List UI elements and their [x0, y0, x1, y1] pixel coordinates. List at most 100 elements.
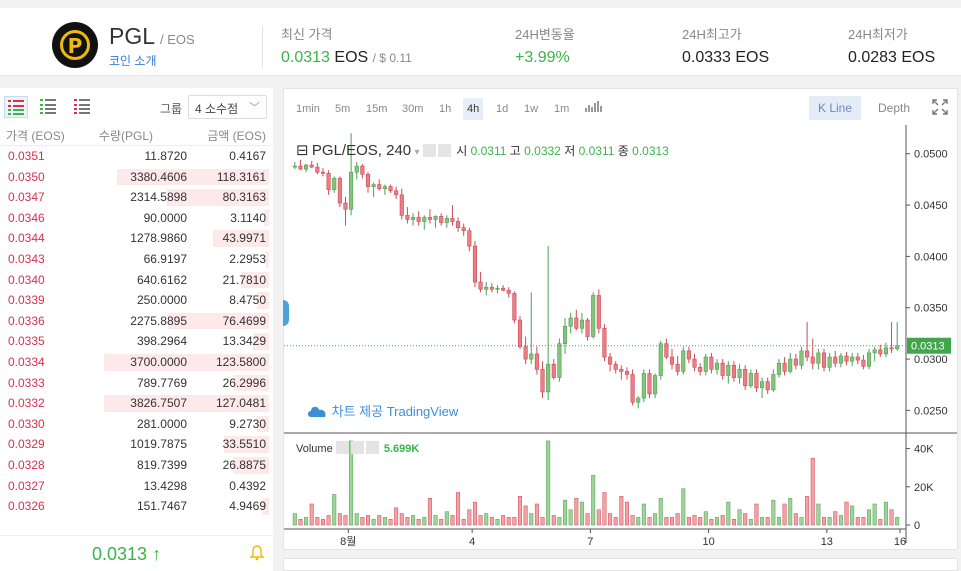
orderbook-row[interactable]: 0.0329 1019.7875 33.5510 — [0, 434, 273, 455]
symbol-dropdown-icon[interactable]: ▾ — [414, 147, 420, 158]
orderbook-row[interactable]: 0.0343 66.9197 2.2953 — [0, 249, 273, 270]
volume-bar — [850, 505, 855, 526]
timeframe-1w[interactable]: 1w — [524, 103, 539, 115]
timeframe-1h[interactable]: 1h — [439, 103, 452, 115]
row-price: 0.0339 — [8, 293, 45, 308]
row-qty: 90.0000 — [143, 210, 187, 225]
ohlc-open-label: 시 — [456, 144, 468, 158]
volume-bar — [624, 501, 629, 526]
volume-bar — [715, 517, 720, 526]
candle-body — [388, 186, 393, 192]
row-amount: 26.2996 — [222, 375, 266, 390]
candle-body — [855, 356, 860, 361]
row-qty: 66.9197 — [143, 251, 187, 266]
volume-bar — [529, 513, 534, 526]
orderbook-row[interactable]: 0.0347 2314.5898 80.3163 — [0, 187, 273, 208]
volume-bar — [827, 517, 832, 526]
eye-icon[interactable] — [437, 144, 451, 157]
timeframe-4h[interactable]: 4h — [463, 98, 484, 120]
timeframe-15m[interactable]: 15m — [366, 103, 388, 115]
volume-bar — [304, 517, 309, 526]
volume-bar — [596, 509, 601, 526]
volume-bar — [484, 513, 489, 526]
row-amount: 4.9469 — [229, 499, 266, 514]
volume-close-icon[interactable] — [365, 441, 379, 454]
high-value: 0.0333 EOS — [682, 49, 770, 66]
row-qty: 789.7769 — [136, 375, 187, 390]
candle-body — [365, 173, 371, 187]
volume-bar — [698, 517, 703, 526]
candle-body — [630, 374, 635, 403]
orderbook-row[interactable]: 0.0336 2275.8895 76.4699 — [0, 311, 273, 332]
depth-button[interactable]: Depth — [878, 101, 911, 115]
orderbook-row[interactable]: 0.0330 281.0000 9.2730 — [0, 414, 273, 435]
side-panel-handle[interactable] — [283, 300, 289, 326]
candle-body — [304, 164, 309, 170]
orderbook-row[interactable]: 0.0340 640.6162 21.7810 — [0, 270, 273, 291]
row-price: 0.0329 — [8, 437, 45, 452]
orderbook-toolbar: 그룹 4 소수점 ﹀ — [0, 88, 273, 126]
coin-intro-link[interactable]: 코인 소개 — [109, 54, 157, 68]
orderbook-row[interactable]: 0.0332 3826.7507 127.0481 — [0, 393, 273, 414]
candle-body — [517, 319, 523, 348]
candle-body — [743, 369, 748, 387]
group-precision-select[interactable]: 4 소수점 ﹀ — [188, 95, 267, 119]
orderbook-row[interactable]: 0.0326 151.7467 4.9469 — [0, 496, 273, 517]
timeframe-1d[interactable]: 1d — [496, 103, 509, 115]
timeframe-1min[interactable]: 1min — [296, 103, 320, 115]
time-tick-label: 10 — [702, 536, 714, 548]
candlestick-chart[interactable]: 0.0500 0.0450 0.0400 0.0350 0.0300 0.0250 40K 2… — [284, 125, 957, 550]
volume-bar — [422, 517, 427, 526]
candle-body — [765, 381, 770, 391]
kline-button[interactable]: K Line — [809, 96, 862, 120]
orderbook-row[interactable]: 0.0339 250.0000 8.4750 — [0, 290, 273, 311]
volume-bar — [658, 497, 663, 526]
candle-body — [574, 317, 579, 329]
orderbook-asks-view-icon[interactable] — [71, 96, 95, 118]
candle-body — [861, 359, 866, 367]
orderbook-row[interactable]: 0.0350 3380.4606 118.3161 — [0, 167, 273, 188]
orderbook-row[interactable]: 0.0344 1278.9860 43.9971 — [0, 228, 273, 249]
orderbook-bids-view-icon[interactable] — [37, 96, 61, 118]
row-qty: 640.6162 — [136, 272, 187, 287]
row-price: 0.0333 — [8, 375, 45, 390]
fullscreen-icon[interactable] — [932, 99, 950, 117]
timeframe-30m[interactable]: 30m — [402, 103, 424, 115]
tradingview-attribution[interactable]: 차트 제공 TradingView — [306, 401, 458, 420]
timeframe-5m[interactable]: 5m — [335, 103, 351, 115]
volume-bar — [501, 515, 506, 526]
row-amount: 21.7810 — [222, 272, 266, 287]
volume-eye-icon[interactable] — [350, 441, 364, 454]
orderbook-row[interactable]: 0.0327 13.4298 0.4392 — [0, 476, 273, 497]
candle-body — [467, 230, 472, 247]
volume-bar — [456, 492, 461, 526]
orderbook-both-view-icon[interactable] — [4, 96, 28, 118]
orderbook-row[interactable]: 0.0333 789.7769 26.2996 — [0, 373, 273, 394]
candle-body — [315, 166, 320, 173]
orderbook-row[interactable]: 0.0328 819.7399 26.8875 — [0, 455, 273, 476]
volume-settings-icon[interactable] — [335, 441, 349, 454]
orderbook-row[interactable]: 0.0334 3700.0000 123.5800 — [0, 352, 273, 373]
candle-body — [883, 347, 888, 355]
candle-body — [495, 287, 500, 290]
settings-icon[interactable] — [422, 144, 436, 157]
chart-legend: ⊟ PGL/EOS, 240 ▾ 시 0.0311 고 0.0332 저 0.0… — [296, 141, 669, 159]
cloud-icon — [308, 406, 326, 417]
volume-bar — [354, 513, 359, 526]
indicators-icon[interactable] — [580, 99, 606, 121]
candle-body — [709, 356, 714, 370]
candle-body — [349, 171, 354, 210]
orderbook-row[interactable]: 0.0346 90.0000 3.1140 — [0, 208, 273, 229]
change-value: +3.99% — [515, 49, 570, 66]
candle-body — [653, 375, 658, 395]
orderbook-header: 가격 (EOS) 수량(PGL) 금액 (EOS) — [0, 126, 273, 146]
volume-bar — [771, 499, 776, 526]
orderbook-row[interactable]: 0.0335 398.2964 13.3429 — [0, 331, 273, 352]
volume-bar — [810, 457, 815, 526]
orderbook-row[interactable]: 0.0351 11.8720 0.4167 — [0, 146, 273, 167]
price-tick-label: 0.0400 — [914, 251, 948, 263]
bell-icon[interactable] — [249, 545, 265, 566]
collapse-icon[interactable]: ⊟ — [296, 142, 309, 159]
timeframe-1m[interactable]: 1m — [554, 103, 570, 115]
volume-bar — [416, 519, 421, 526]
